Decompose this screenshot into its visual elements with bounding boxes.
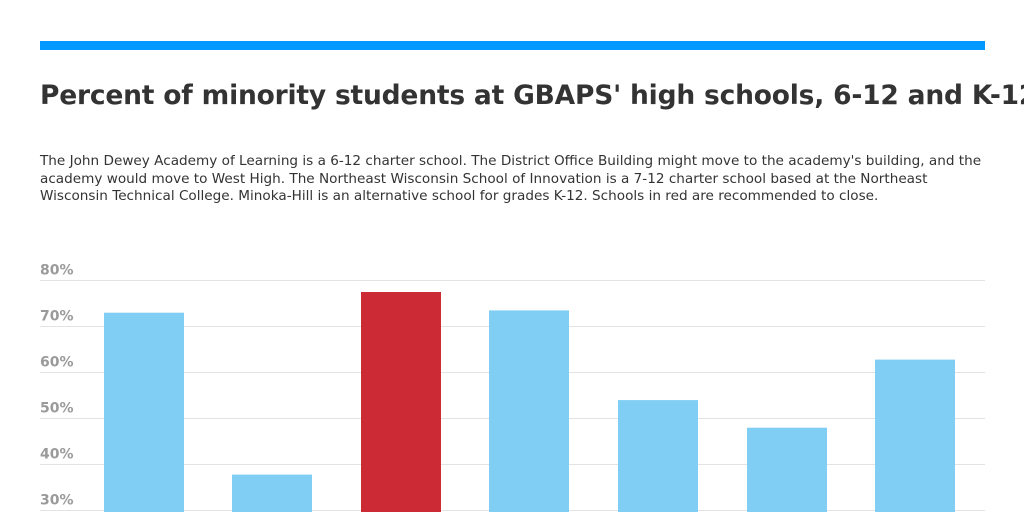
chart-description: The John Dewey Academy of Learning is a … [40, 153, 982, 204]
y-tick-label: 70% [40, 309, 74, 325]
y-tick-label: 80% [40, 263, 74, 279]
bar-5 [618, 400, 698, 512]
y-tick-label: 30% [40, 493, 74, 509]
bar-1 [104, 312, 184, 512]
chart-title: Percent of minority students at GBAPS' h… [40, 80, 1024, 111]
y-tick-label: 50% [40, 401, 74, 417]
bar-7 [875, 359, 955, 512]
y-tick-label: 40% [40, 447, 74, 463]
bar-2 [232, 474, 312, 512]
bar-3 [361, 292, 441, 512]
bar-6 [747, 427, 827, 512]
y-tick-label: 60% [40, 355, 74, 371]
bar-4 [489, 310, 569, 512]
accent-bar [40, 41, 985, 50]
